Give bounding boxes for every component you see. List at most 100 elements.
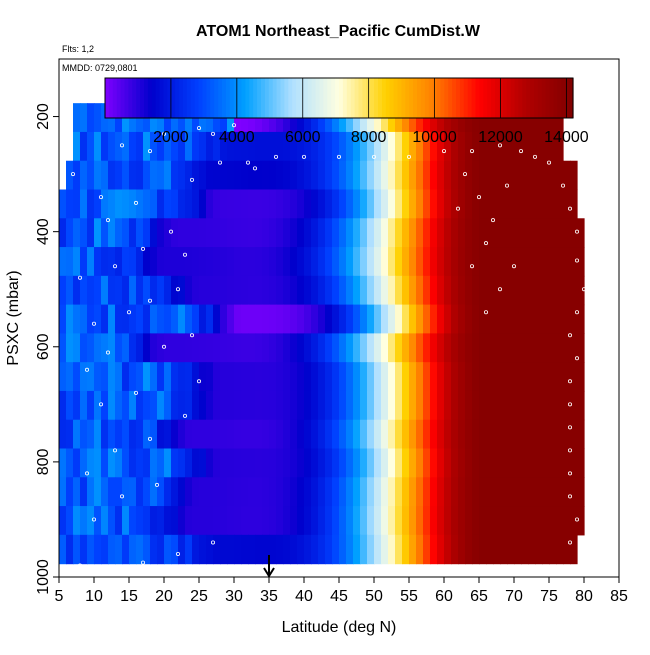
- heat-cell: [220, 419, 228, 450]
- observation-point: [575, 356, 580, 361]
- heat-cell: [465, 218, 473, 248]
- colorbar: 2000 4000 6000 8000 10000 12000 14000: [104, 77, 589, 146]
- observation-point: [568, 402, 573, 407]
- heat-cell: [178, 189, 186, 219]
- colorbar-segment: [284, 78, 289, 118]
- heat-cell: [549, 247, 557, 277]
- heat-cell: [437, 419, 445, 450]
- heat-cell: [234, 218, 242, 248]
- heat-cell: [381, 160, 389, 191]
- heat-cell: [318, 218, 326, 248]
- heat-cell: [444, 419, 452, 450]
- observation-point: [106, 350, 111, 355]
- heat-cell: [290, 131, 298, 162]
- heat-cell: [430, 275, 438, 306]
- colorbar-segment: [288, 78, 293, 118]
- heat-cell: [437, 390, 445, 421]
- heat-cell: [353, 275, 361, 306]
- colorbar-segment: [280, 78, 285, 118]
- heat-cell: [269, 419, 277, 450]
- heat-cell: [577, 506, 585, 536]
- heat-cell: [143, 218, 151, 248]
- heat-cell: [465, 275, 473, 306]
- heat-cell: [255, 247, 263, 277]
- heat-cell: [311, 189, 319, 219]
- heat-cell: [206, 275, 214, 306]
- heat-cell: [115, 275, 123, 306]
- heat-cell: [136, 189, 144, 219]
- colorbar-segment: [502, 78, 508, 118]
- colorbar-segment: [194, 78, 200, 118]
- heat-cell: [339, 419, 347, 450]
- heat-cell: [234, 304, 242, 334]
- heat-cell: [227, 419, 235, 450]
- heat-cell: [297, 275, 305, 306]
- heat-cell: [374, 477, 382, 507]
- colorbar-segment: [147, 78, 153, 118]
- heat-cell: [346, 534, 354, 565]
- heat-cell: [255, 448, 263, 478]
- colorbar-segment: [159, 78, 165, 118]
- colorbar-segment: [381, 78, 387, 118]
- heat-cell: [409, 534, 417, 565]
- heat-cell: [402, 390, 410, 421]
- heat-cell: [87, 506, 95, 536]
- heat-cell: [234, 390, 242, 421]
- colorbar-segment: [549, 78, 555, 118]
- heat-cell: [276, 275, 284, 306]
- heat-cell: [332, 534, 340, 565]
- heat-cell: [297, 419, 305, 450]
- observation-point: [512, 264, 517, 269]
- heat-cell: [325, 275, 333, 306]
- heat-cell: [101, 247, 109, 277]
- heat-cell: [346, 247, 354, 277]
- heat-cell: [164, 362, 172, 392]
- heat-cell: [556, 304, 564, 334]
- observation-point: [568, 540, 573, 545]
- heat-cell: [409, 390, 417, 421]
- heat-cell: [122, 534, 130, 565]
- heat-cell: [220, 218, 228, 248]
- colorbar-segment: [385, 78, 391, 118]
- heat-cell: [486, 304, 494, 334]
- colorbar-segment: [307, 78, 313, 118]
- heat-cell: [472, 419, 480, 450]
- heat-cell: [346, 390, 354, 421]
- heat-cell: [577, 275, 585, 306]
- heat-cell: [262, 247, 270, 277]
- heat-cell: [80, 390, 88, 421]
- heat-cell: [577, 448, 585, 478]
- observation-point: [533, 154, 538, 159]
- heat-cell: [206, 160, 214, 191]
- heat-cell: [73, 189, 81, 219]
- heat-cell: [234, 160, 242, 191]
- heat-cell: [248, 506, 256, 536]
- observation-points: [71, 123, 587, 574]
- colorbar-segment: [471, 78, 477, 118]
- heat-cell: [290, 506, 298, 536]
- x-tick-label: 10: [85, 588, 103, 605]
- observation-point: [336, 154, 341, 159]
- heat-cell: [486, 333, 494, 363]
- heat-cell: [535, 131, 543, 162]
- heat-cell: [507, 362, 515, 392]
- heat-cell: [157, 160, 165, 191]
- heat-cell: [262, 160, 270, 191]
- heat-cell: [241, 419, 249, 450]
- heat-cell: [381, 275, 389, 306]
- heat-cell: [206, 390, 214, 421]
- heat-cell: [87, 333, 95, 363]
- heat-cell: [304, 362, 312, 392]
- heat-cell: [416, 160, 424, 191]
- x-tick-label: 5: [55, 588, 64, 605]
- heat-cell: [66, 506, 74, 536]
- heat-cell: [507, 275, 515, 306]
- heat-cell: [570, 160, 578, 191]
- colorbar-segment: [222, 78, 227, 118]
- colorbar-segment: [186, 78, 192, 118]
- heat-cell: [227, 247, 235, 277]
- heat-cell: [381, 390, 389, 421]
- observation-point: [168, 229, 173, 234]
- heat-cell: [465, 333, 473, 363]
- colorbar-segment: [420, 78, 426, 118]
